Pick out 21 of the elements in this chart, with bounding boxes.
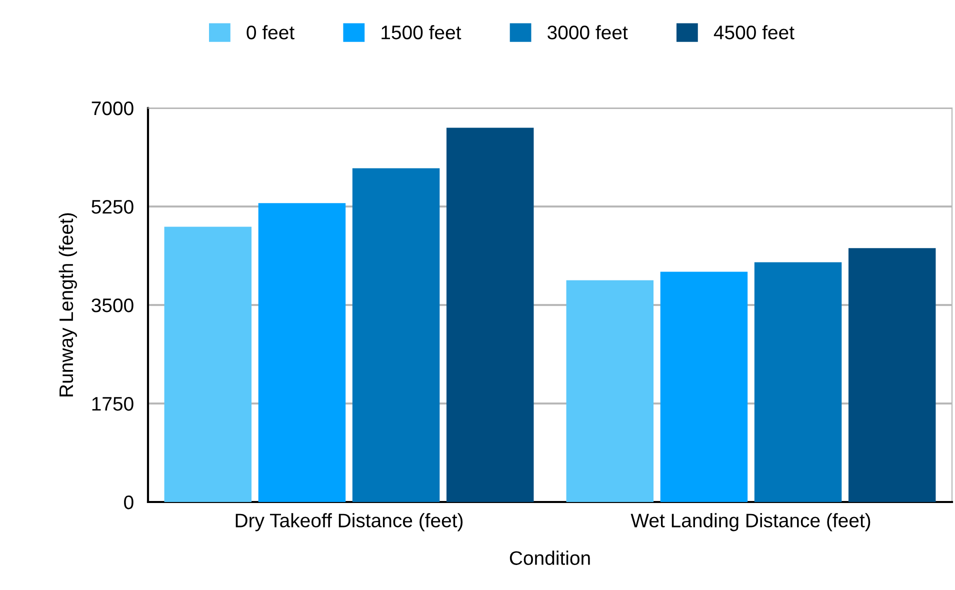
- bar: [660, 272, 748, 502]
- y-tick-label: 0: [124, 495, 134, 510]
- y-tick-label: 3500: [92, 298, 134, 312]
- legend-label: 4500 feet: [714, 25, 794, 40]
- bar: [352, 168, 440, 502]
- bar: [446, 128, 534, 502]
- bar: [848, 248, 936, 502]
- y-tick-label: 7000: [92, 101, 134, 116]
- x-tick-label: Wet Landing Distance (feet): [630, 513, 870, 532]
- legend-label: 3000 feet: [548, 25, 628, 40]
- y-tick-label: 5250: [92, 200, 134, 214]
- x-tick-label: Dry Takeoff Distance (feet): [236, 513, 463, 532]
- bar: [566, 280, 654, 502]
- bar: [258, 203, 346, 502]
- bar: [164, 226, 252, 502]
- x-axis-title: Condition: [510, 550, 590, 565]
- y-tick-label: 1750: [92, 396, 134, 411]
- y-axis-title: Runway Length (feet): [58, 213, 77, 396]
- bar: [754, 262, 842, 502]
- legend-label: 1500 feet: [382, 25, 462, 40]
- legend-label: 0 feet: [246, 25, 294, 40]
